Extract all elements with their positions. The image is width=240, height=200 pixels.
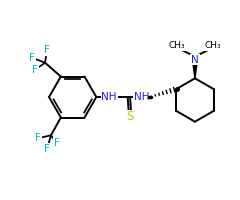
Text: F: F (54, 138, 60, 148)
Text: CH₃: CH₃ (169, 41, 186, 50)
Text: CH₃: CH₃ (204, 41, 221, 50)
Text: S: S (126, 110, 133, 123)
Text: F: F (29, 53, 35, 63)
Text: F: F (44, 45, 50, 55)
Text: NH: NH (134, 92, 150, 102)
Text: F: F (35, 133, 41, 143)
Polygon shape (192, 61, 198, 78)
Text: NH: NH (102, 92, 117, 102)
Text: N: N (191, 55, 199, 65)
Text: F: F (44, 144, 50, 154)
Text: F: F (32, 65, 38, 75)
